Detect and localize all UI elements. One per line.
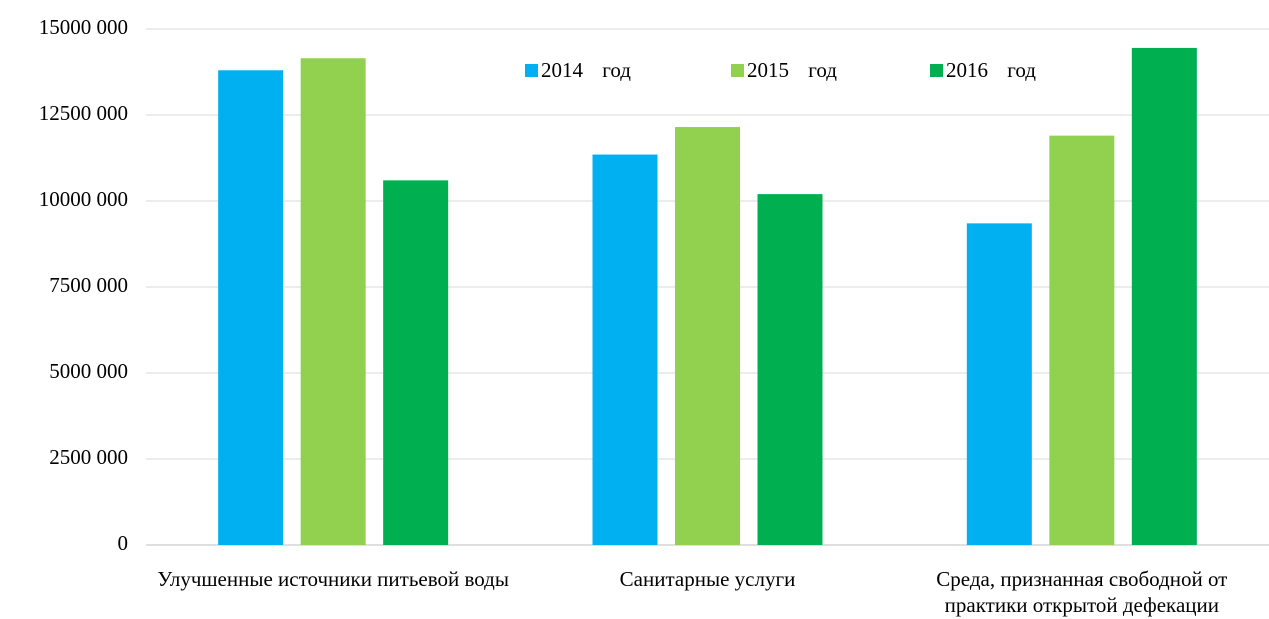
legend-swatch xyxy=(731,64,744,77)
bar xyxy=(675,127,740,545)
y-tick-label: 15000 000 xyxy=(39,15,128,39)
x-tick-label: Среда, признанная свободной от практики … xyxy=(936,567,1228,617)
bar xyxy=(757,194,823,545)
y-tick-label: 7500 000 xyxy=(49,273,128,297)
y-tick-label: 12500 000 xyxy=(39,101,128,125)
legend-label: 2015 год xyxy=(747,58,837,82)
legend-label: 2014 год xyxy=(541,58,631,82)
legend-swatch xyxy=(930,64,943,77)
bar xyxy=(1131,47,1197,546)
x-tick-label: Санитарные услуги xyxy=(619,567,796,591)
legend-label: 2016 год xyxy=(946,58,1036,82)
y-tick-label: 5000 000 xyxy=(49,359,128,383)
x-tick-label: Улучшенные источники питьевой воды xyxy=(157,567,509,591)
bar xyxy=(966,223,1032,546)
y-tick-label: 10000 000 xyxy=(39,187,128,211)
bar xyxy=(300,58,366,546)
legend-swatch xyxy=(525,64,538,77)
bar xyxy=(218,70,284,545)
bar xyxy=(1049,135,1115,545)
y-tick-label: 0 xyxy=(118,531,129,555)
y-tick-label: 2500 000 xyxy=(49,445,128,469)
bar xyxy=(592,154,658,545)
bar xyxy=(383,180,449,546)
